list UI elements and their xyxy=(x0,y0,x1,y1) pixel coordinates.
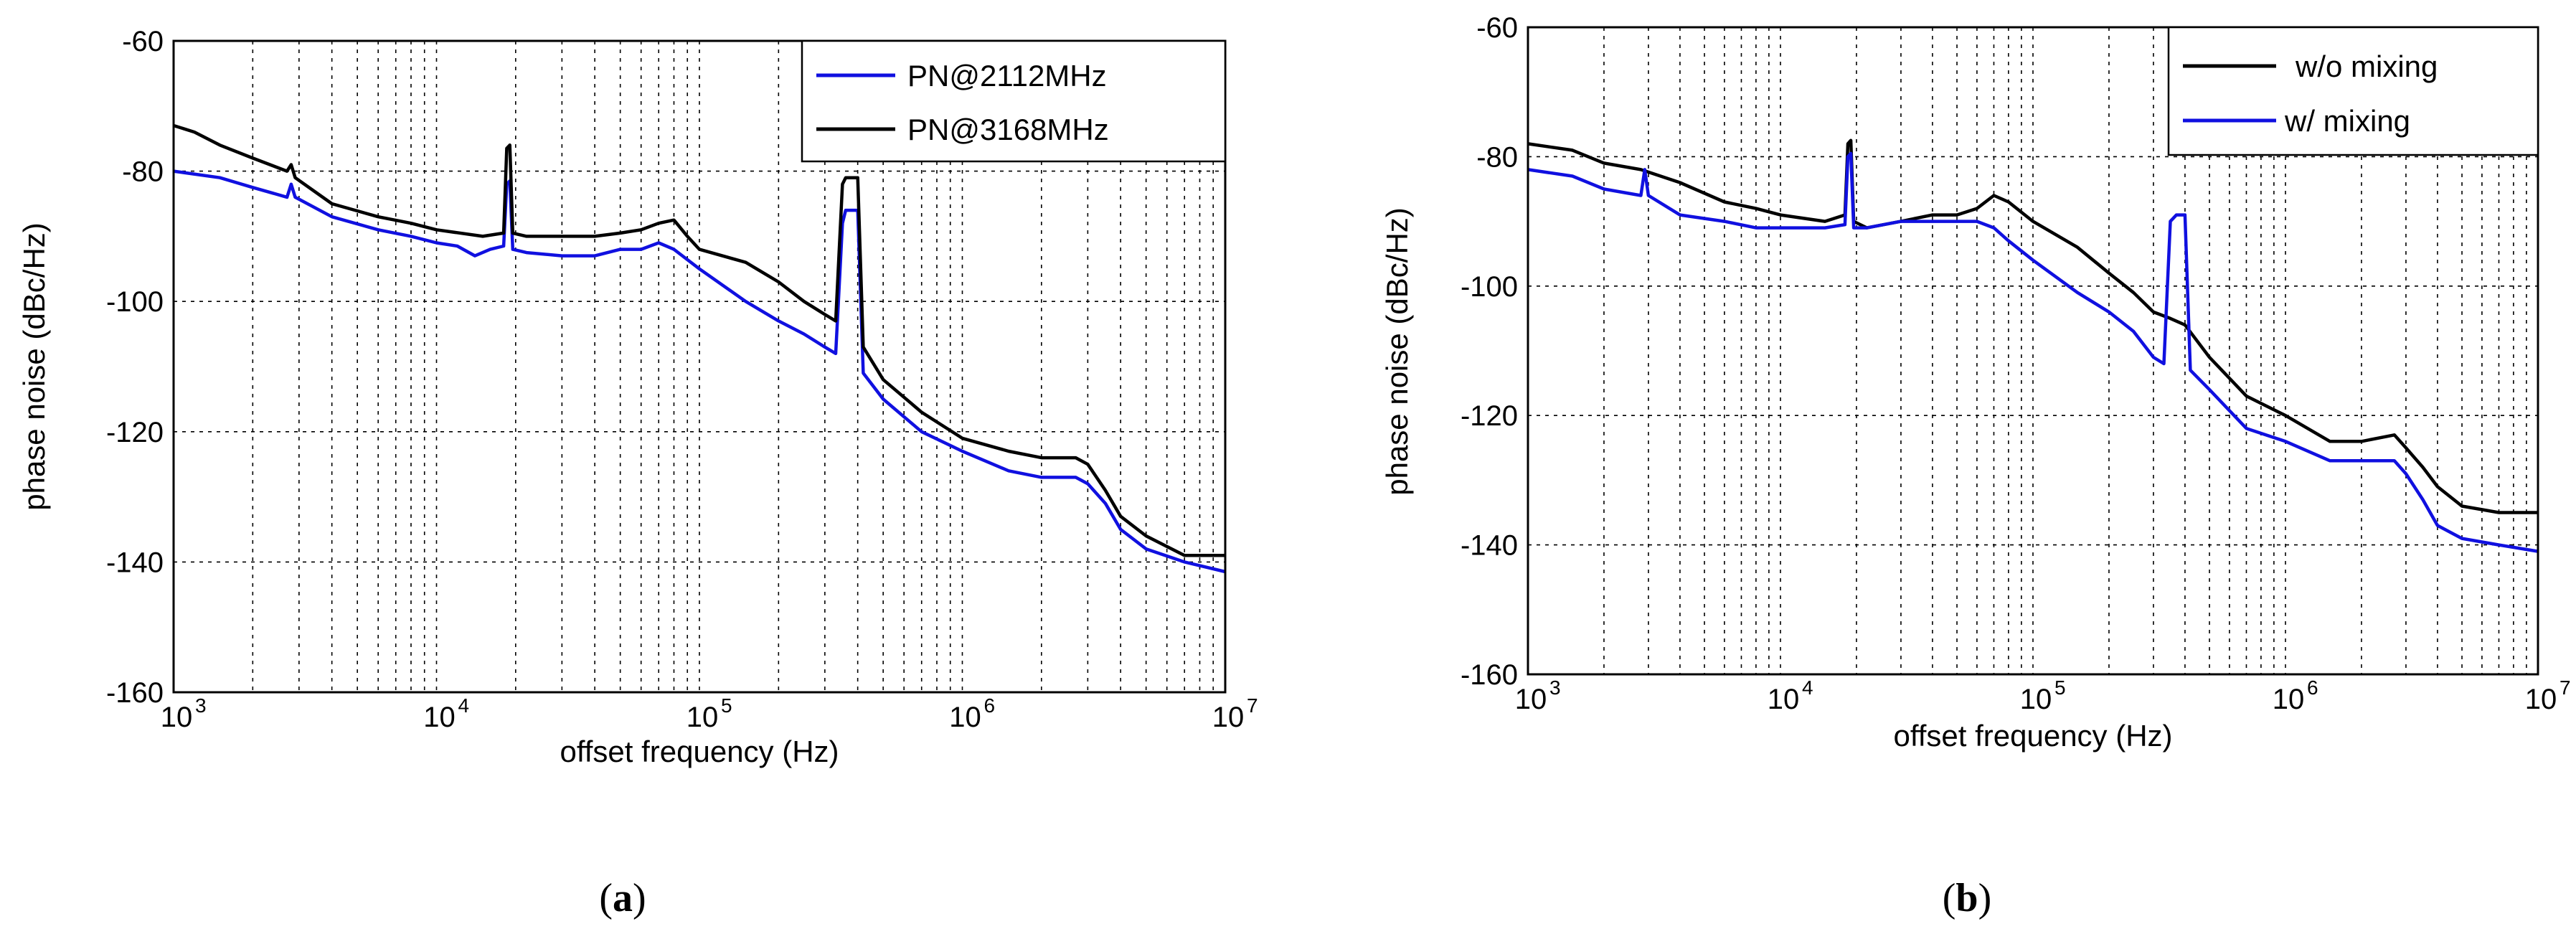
b-y-tick-label: -160 xyxy=(1461,659,1518,691)
panel-a-caption: (a) xyxy=(599,876,646,920)
panel-b-legend-label-wo-mixing: w/o mixing xyxy=(2295,49,2438,83)
b-y-tick-label: -100 xyxy=(1461,271,1518,303)
b-x-tick-label: 10 xyxy=(2525,684,2557,715)
a-y-tick-label: -60 xyxy=(122,26,164,57)
panel-a-x-ticks: 10 3 10 4 10 5 10 6 10 7 xyxy=(161,694,1258,733)
panel-a-caption-open: ( xyxy=(599,876,613,920)
b-x-tick-exponent: 4 xyxy=(1802,676,1813,699)
b-y-tick-label: -60 xyxy=(1476,12,1518,44)
panel-a-caption-letter: a xyxy=(613,876,633,920)
b-x-tick-label: 10 xyxy=(1768,684,1800,715)
panel-a-y-ticks: -60 -80 -100 -120 -140 -160 xyxy=(106,26,164,709)
b-x-tick-label: 10 xyxy=(2273,684,2305,715)
a-x-tick-exponent: 5 xyxy=(721,694,732,717)
panel-a-plot-frame xyxy=(172,39,1227,694)
a-x-tick-exponent: 4 xyxy=(458,694,470,717)
panel-b-caption: (b) xyxy=(1943,876,1991,920)
panel-b-series-group xyxy=(1527,138,2539,553)
panel-b-y-axis-label: phase noise (dBc/Hz) xyxy=(1380,207,1414,496)
b-x-tick-exponent: 6 xyxy=(2307,676,2318,699)
panel-b-caption-open: ( xyxy=(1943,876,1956,920)
a-x-tick-label: 10 xyxy=(949,702,981,733)
panel-b-legend: w/o mixing w/ mixing xyxy=(2167,26,2539,156)
panel-a-legend-label-pn2112: PN@2112MHz xyxy=(907,59,1107,93)
panel-a-y-axis-label: phase noise (dBc/Hz) xyxy=(17,222,51,511)
a-x-tick-label: 10 xyxy=(161,702,193,733)
b-x-tick-exponent: 7 xyxy=(2560,676,2571,699)
panel-b-y-ticks: -60 -80 -100 -120 -140 -160 xyxy=(1461,12,1518,691)
panel-b-plot-frame xyxy=(1527,26,2539,676)
a-x-tick-exponent: 7 xyxy=(1247,694,1258,717)
panel-b-legend-box xyxy=(2167,26,2539,156)
b-series-line-1 xyxy=(1527,151,2539,553)
a-y-tick-label: -160 xyxy=(106,677,164,709)
chart-panel-a: 10 3 10 4 10 5 10 6 10 7 -60-80-100-120-140-160 o… xyxy=(17,26,1258,920)
panel-a-caption-close: ) xyxy=(633,876,646,920)
b-y-tick-label: -80 xyxy=(1476,141,1518,173)
a-y-tick-label: -100 xyxy=(106,286,164,318)
panel-a-legend: PN@2112MHz PN@3168MHz xyxy=(801,39,1227,163)
panel-b-legend-label-w-mixing: w/ mixing xyxy=(2284,104,2410,138)
b-x-tick-label: 10 xyxy=(2020,684,2052,715)
b-x-tick-exponent: 5 xyxy=(2054,676,2066,699)
a-y-tick-label: -120 xyxy=(106,417,164,448)
chart-panel-b: 10 3 10 4 10 5 10 6 10 7 -60-80-100-120-140-160 o… xyxy=(1380,12,2571,920)
a-x-tick-label: 10 xyxy=(423,702,456,733)
panel-a-legend-label-pn3168: PN@3168MHz xyxy=(907,113,1109,146)
a-y-tick-label: -140 xyxy=(106,547,164,578)
a-x-tick-exponent: 6 xyxy=(984,694,996,717)
a-x-tick-label: 10 xyxy=(1212,702,1245,733)
b-x-tick-label: 10 xyxy=(1515,684,1547,715)
b-y-tick-label: -140 xyxy=(1461,530,1518,562)
b-series-line-0 xyxy=(1527,138,2538,514)
b-y-tick-label: -120 xyxy=(1461,400,1518,432)
panel-a-x-axis-label: offset frequency (Hz) xyxy=(560,735,839,768)
panel-a-legend-box xyxy=(801,39,1227,163)
a-series-line-1 xyxy=(173,123,1225,557)
a-series-line-0 xyxy=(173,169,1226,574)
panel-b-caption-close: ) xyxy=(1978,876,1992,920)
panel-b-x-axis-label: offset frequency (Hz) xyxy=(1893,719,2172,753)
panel-b-caption-letter: b xyxy=(1955,876,1978,920)
a-x-tick-label: 10 xyxy=(687,702,719,733)
a-x-tick-exponent: 3 xyxy=(195,694,207,717)
b-x-tick-exponent: 3 xyxy=(1549,676,1561,699)
panel-a-series-group xyxy=(173,123,1226,574)
panel-a-grid xyxy=(174,41,1225,692)
a-y-tick-label: -80 xyxy=(122,156,164,188)
panel-b-x-ticks: 10 3 10 4 10 5 10 6 10 7 xyxy=(1515,676,2571,715)
